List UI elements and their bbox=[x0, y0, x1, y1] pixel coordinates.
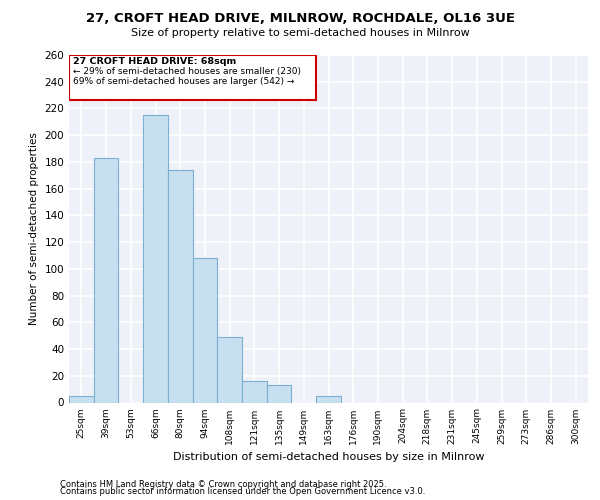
Bar bbox=[94, 158, 118, 402]
Bar bbox=[193, 258, 217, 402]
Text: Contains public sector information licensed under the Open Government Licence v3: Contains public sector information licen… bbox=[60, 487, 425, 496]
FancyBboxPatch shape bbox=[69, 55, 316, 100]
Text: 27, CROFT HEAD DRIVE, MILNROW, ROCHDALE, OL16 3UE: 27, CROFT HEAD DRIVE, MILNROW, ROCHDALE,… bbox=[86, 12, 515, 26]
Bar bbox=[316, 396, 341, 402]
Bar bbox=[217, 337, 242, 402]
Text: ← 29% of semi-detached houses are smaller (230): ← 29% of semi-detached houses are smalle… bbox=[73, 67, 301, 76]
Bar bbox=[69, 396, 94, 402]
Bar bbox=[242, 381, 267, 402]
X-axis label: Distribution of semi-detached houses by size in Milnrow: Distribution of semi-detached houses by … bbox=[173, 452, 484, 462]
Text: 69% of semi-detached houses are larger (542) →: 69% of semi-detached houses are larger (… bbox=[73, 77, 294, 86]
Text: 27 CROFT HEAD DRIVE: 68sqm: 27 CROFT HEAD DRIVE: 68sqm bbox=[73, 57, 236, 66]
Text: Size of property relative to semi-detached houses in Milnrow: Size of property relative to semi-detach… bbox=[131, 28, 469, 38]
Bar bbox=[168, 170, 193, 402]
Y-axis label: Number of semi-detached properties: Number of semi-detached properties bbox=[29, 132, 39, 325]
Bar bbox=[143, 115, 168, 403]
Text: Contains HM Land Registry data © Crown copyright and database right 2025.: Contains HM Land Registry data © Crown c… bbox=[60, 480, 386, 489]
Bar bbox=[267, 385, 292, 402]
